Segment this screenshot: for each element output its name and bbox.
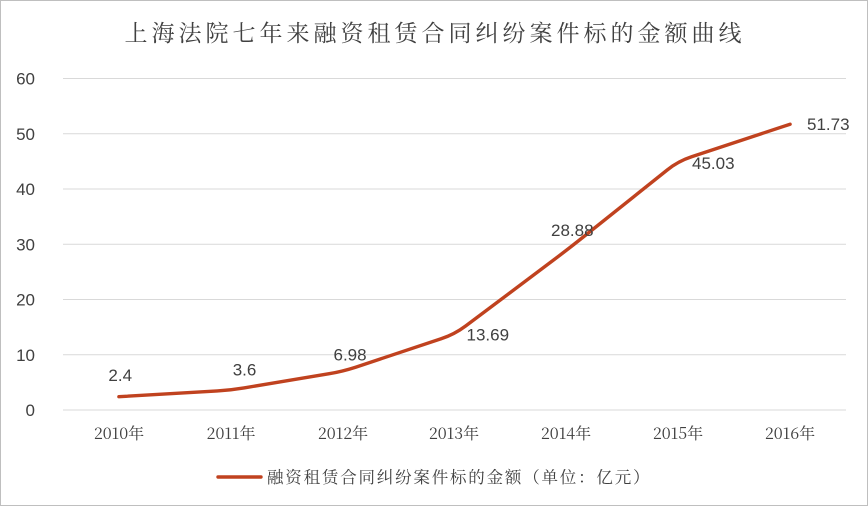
svg-text:20: 20 <box>16 291 35 310</box>
svg-text:60: 60 <box>16 70 35 89</box>
svg-text:2013年: 2013年 <box>429 421 479 444</box>
svg-text:6.98: 6.98 <box>334 346 367 365</box>
svg-text:30: 30 <box>16 235 35 254</box>
svg-text:2015年: 2015年 <box>653 421 703 444</box>
svg-text:2016年: 2016年 <box>765 421 815 444</box>
svg-text:13.69: 13.69 <box>467 325 510 344</box>
svg-text:2011年: 2011年 <box>207 421 256 444</box>
svg-text:40: 40 <box>16 180 35 199</box>
svg-text:2014年: 2014年 <box>541 421 591 444</box>
svg-text:3.6: 3.6 <box>233 361 257 380</box>
svg-text:2012年: 2012年 <box>318 421 368 444</box>
svg-text:2.4: 2.4 <box>108 366 132 385</box>
svg-text:0: 0 <box>26 401 35 420</box>
svg-text:50: 50 <box>16 125 35 144</box>
svg-text:28.88: 28.88 <box>551 221 594 240</box>
svg-text:45.03: 45.03 <box>692 154 735 173</box>
svg-text:2010年: 2010年 <box>94 421 144 444</box>
svg-text:51.73: 51.73 <box>807 115 850 134</box>
svg-text:融资租赁合同纠纷案件标的金额（单位：亿元）: 融资租赁合同纠纷案件标的金额（单位：亿元） <box>267 464 651 488</box>
svg-text:10: 10 <box>16 346 35 365</box>
